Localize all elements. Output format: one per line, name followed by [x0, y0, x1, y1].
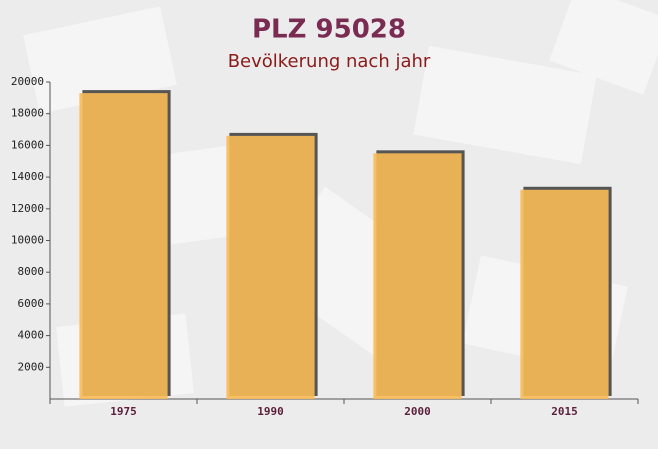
- bar: [79, 93, 168, 399]
- y-tick-label: 12000: [11, 202, 44, 215]
- bar: [226, 135, 315, 399]
- x-tick-label: 2015: [551, 405, 578, 418]
- chart-subtitle: Bevölkerung nach jahr: [228, 51, 431, 72]
- bar: [373, 153, 462, 399]
- y-tick-label: 4000: [18, 329, 45, 342]
- x-tick-label: 1975: [110, 405, 137, 418]
- y-tick-label: 16000: [11, 138, 44, 151]
- bar: [520, 189, 609, 399]
- y-tick-label: 14000: [11, 170, 44, 183]
- chart-title: PLZ 95028: [252, 15, 406, 45]
- x-tick-label: 2000: [404, 405, 431, 418]
- y-tick-label: 20000: [11, 75, 44, 88]
- y-tick-label: 6000: [18, 297, 45, 310]
- x-tick-label: 1990: [257, 405, 284, 418]
- y-tick-label: 2000: [18, 360, 45, 373]
- y-tick-label: 18000: [11, 107, 44, 120]
- y-tick-label: 10000: [11, 234, 44, 247]
- y-tick-label: 8000: [18, 265, 45, 278]
